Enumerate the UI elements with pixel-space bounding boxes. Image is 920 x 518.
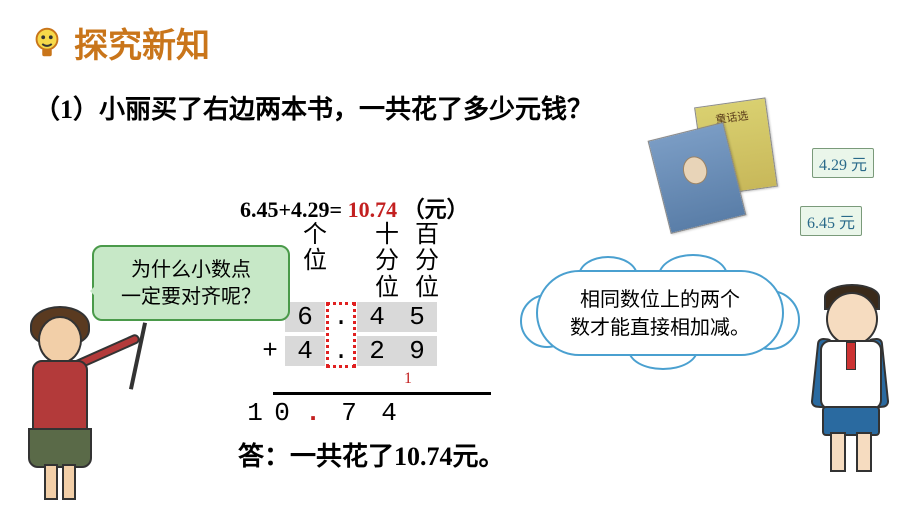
r2-hundr: 9 bbox=[397, 336, 437, 366]
equation-lhs: 6.45+4.29= bbox=[240, 197, 342, 222]
cloud-line2: 数才能直接相加减。 bbox=[552, 314, 768, 342]
equation: 6.45+4.29= 10.74 （元） bbox=[240, 192, 469, 224]
r1-ones: 6 bbox=[285, 302, 325, 332]
cloud-line1: 相同数位上的两个 bbox=[552, 286, 768, 314]
bubble-line1: 为什么小数点 bbox=[106, 257, 276, 284]
place-value-headers: 个位 十分位 百分位 bbox=[295, 222, 447, 301]
bubble-line2: 一定要对齐呢？ bbox=[106, 284, 276, 311]
student-cartoon-icon bbox=[790, 280, 910, 500]
r1-hundr: 5 bbox=[397, 302, 437, 332]
price-tag-2: 6.45 元 bbox=[800, 206, 862, 236]
equals-line bbox=[273, 392, 491, 395]
res-tens: 1 bbox=[243, 398, 267, 428]
title-row: 探究新知 bbox=[0, 0, 920, 67]
res-hundr: 4 bbox=[369, 398, 409, 428]
student-thought-cloud: 相同数位上的两个 数才能直接相加减。 bbox=[536, 270, 784, 356]
header-hundredths: 百分位 bbox=[407, 222, 447, 301]
books-illustration: 童话选 4.29 元 6.45 元 bbox=[622, 98, 882, 228]
header-gap bbox=[335, 222, 367, 301]
plus-sign: + bbox=[255, 336, 285, 366]
lightbulb-icon bbox=[28, 24, 66, 62]
r1-tenths: 4 bbox=[357, 302, 397, 332]
res-tenths: 7 bbox=[329, 398, 369, 428]
header-ones: 个位 bbox=[295, 222, 335, 301]
equation-result: 10.74 bbox=[348, 197, 398, 222]
decimal-highlight-box bbox=[326, 302, 356, 368]
res-ones: 0 bbox=[267, 398, 297, 428]
teacher-cartoon-icon bbox=[6, 300, 106, 510]
price-tag-1: 4.29 元 bbox=[812, 148, 874, 178]
r2-tenths: 2 bbox=[357, 336, 397, 366]
section-title: 探究新知 bbox=[74, 18, 210, 67]
res-point: . bbox=[297, 398, 329, 428]
header-tenths: 十分位 bbox=[367, 222, 407, 301]
answer-text: 答：一共花了10.74元。 bbox=[238, 436, 505, 473]
teacher-speech-bubble: 为什么小数点 一定要对齐呢？ bbox=[92, 245, 290, 321]
carry-digit: 1 bbox=[404, 370, 412, 388]
equation-unit: （元） bbox=[403, 197, 469, 222]
result-row: 1 0 . 7 4 bbox=[243, 396, 409, 430]
r2-ones: 4 bbox=[285, 336, 325, 366]
